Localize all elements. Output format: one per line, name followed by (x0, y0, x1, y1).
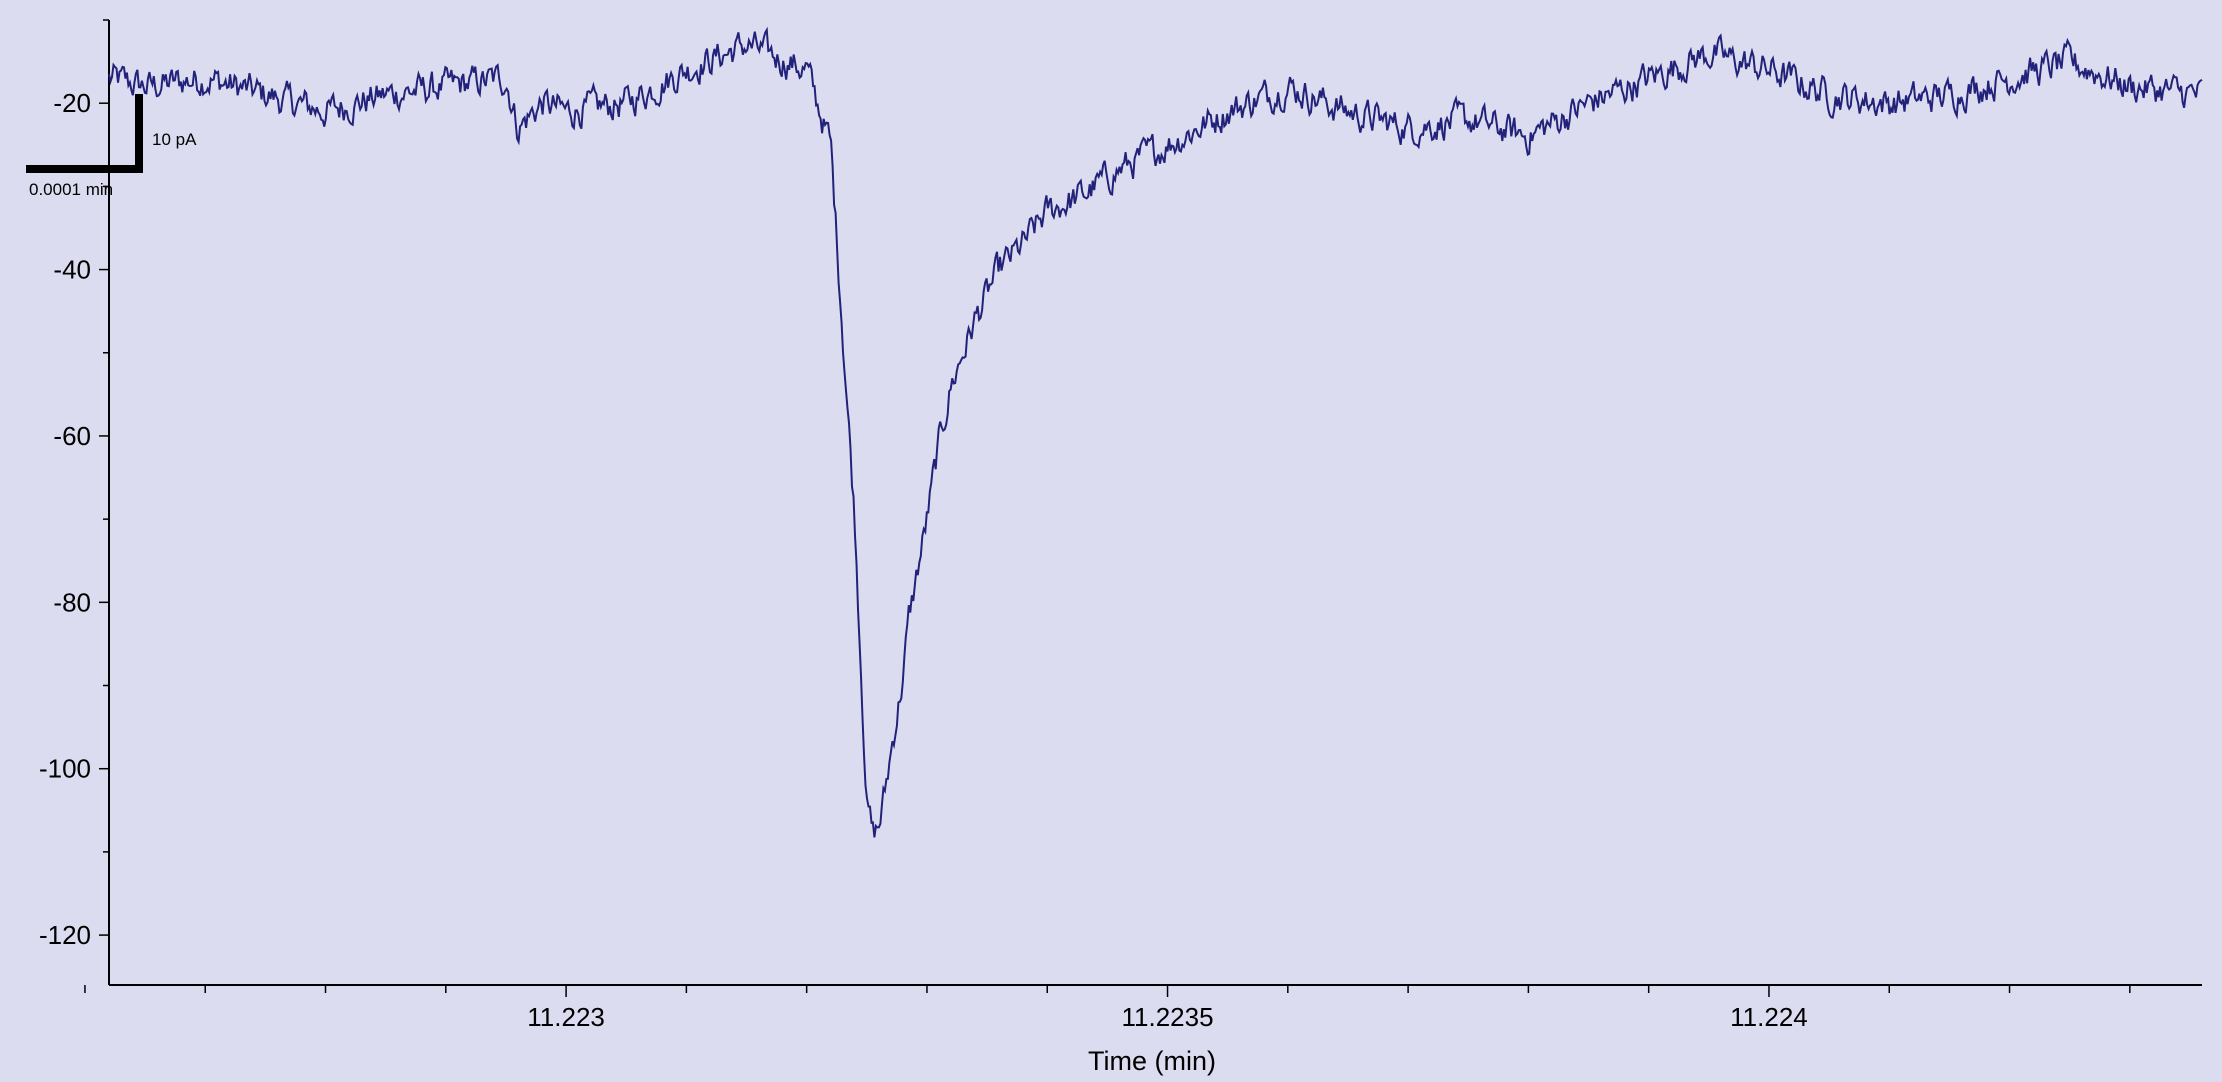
y-tick-label: -120 (39, 920, 91, 950)
scale-bar: 10 pA 0.0001 min (26, 94, 197, 199)
y-tick-label: -20 (53, 88, 91, 118)
x-tick-label: 11.223 (527, 1002, 605, 1032)
x-ticks: 11.223 11.2235 11.224 (84, 985, 2131, 1032)
x-axis-title: Time (min) (1088, 1046, 1216, 1076)
y-ticks: -20 -40 -60 -80 -100 -120 (39, 19, 109, 950)
x-tick-label: 11.2235 (1121, 1002, 1213, 1032)
y-tick-label: -60 (53, 421, 91, 451)
current-trace-line (108, 26, 2203, 838)
y-tick-label: -80 (53, 587, 91, 617)
x-tick-label: 11.224 (1730, 1002, 1808, 1032)
scale-bar-y-label: 10 pA (152, 130, 197, 149)
y-tick-label: -100 (39, 754, 91, 784)
scale-bar-x-label: 0.0001 min (29, 180, 113, 199)
y-tick-label: -40 (53, 255, 91, 285)
axes (108, 20, 2202, 986)
